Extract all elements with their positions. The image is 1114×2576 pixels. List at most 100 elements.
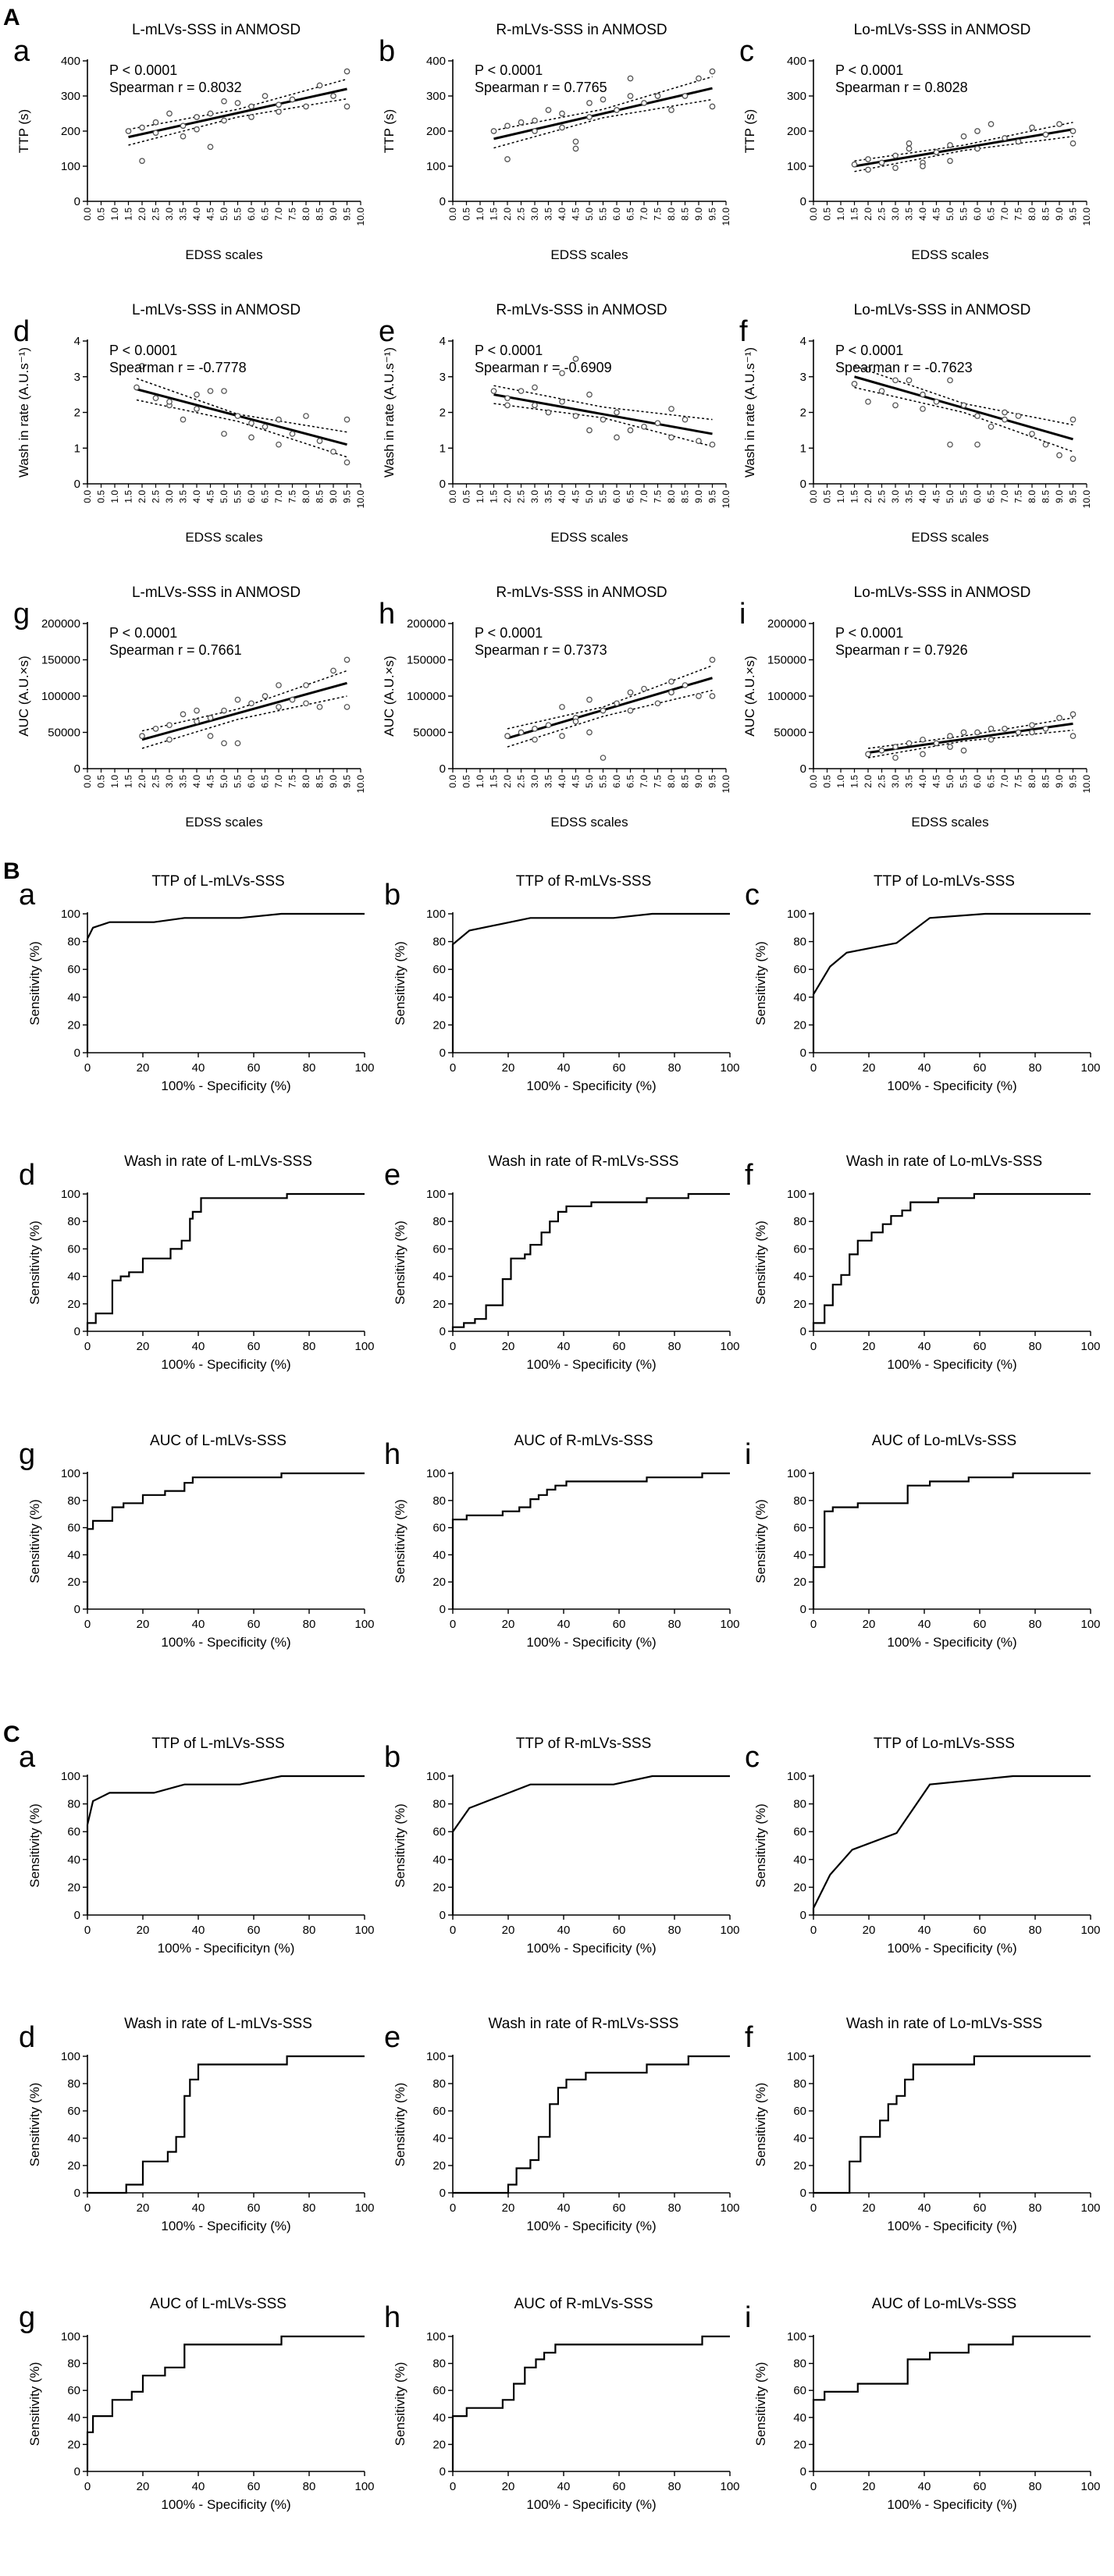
x-tick-label: 20 — [863, 1924, 876, 1937]
y-tick-label: 4 — [800, 335, 806, 348]
y-tick-label: 0 — [800, 2187, 806, 2200]
y-tick-label: 100 — [61, 2330, 80, 2343]
panel-b-f: f Wash in rate of Lo-mLVs-SSS 00 20 20 40 40 60… — [745, 1153, 1101, 1372]
x-tick-label: 4.0 — [557, 208, 568, 221]
x-tick-label: 5.0 — [945, 490, 956, 503]
x-tick-label: 60 — [613, 2201, 626, 2215]
y-tick-label: 60 — [432, 1825, 446, 1839]
data-point — [166, 398, 173, 405]
x-tick-label: 0.5 — [96, 775, 107, 788]
roc-curve — [812, 1472, 1091, 1609]
chart-title: TTP of Lo-mLVs-SSS — [874, 873, 1015, 890]
x-tick-label: 7.0 — [999, 208, 1010, 221]
data-point — [974, 729, 981, 736]
y-tick-label: 50000 — [413, 727, 446, 740]
regression-line — [493, 87, 713, 140]
y-tick-label: 300 — [61, 90, 80, 103]
x-tick-label: 100 — [354, 2480, 374, 2493]
ci-lower-line — [141, 695, 347, 749]
panel-letter: d — [13, 315, 30, 348]
y-tick-label: 60 — [432, 2105, 446, 2118]
x-tick-label: 0 — [84, 2201, 91, 2215]
x-tick-label: 2.0 — [137, 208, 148, 221]
x-tick-label: 6.5 — [260, 490, 271, 503]
panel-b-h: h AUC of R-mLVs-SSS 00 20 20 40 40 60 60 80 80 100 1… — [384, 1433, 740, 1650]
y-tick-label: 60 — [793, 2384, 806, 2397]
data-point — [532, 402, 538, 409]
data-point — [343, 704, 351, 710]
data-point — [532, 128, 538, 134]
data-point — [878, 747, 885, 754]
data-point — [343, 459, 351, 466]
y-tick-label: 0 — [74, 1603, 80, 1616]
data-point — [1002, 409, 1008, 416]
y-tick-label: 40 — [432, 1853, 446, 1867]
x-tick-label: 40 — [557, 1340, 571, 1353]
x-tick-label: 40 — [192, 1340, 205, 1353]
data-point — [668, 434, 674, 441]
x-tick-label: 8.0 — [301, 775, 311, 788]
x-tick-label: 60 — [247, 2201, 261, 2215]
data-point — [532, 725, 538, 732]
y-tick-label: 60 — [793, 963, 806, 976]
y-tick-label: 60 — [793, 1825, 806, 1839]
panel-letter: a — [19, 1741, 36, 1774]
ci-upper-line — [493, 385, 713, 421]
x-tick-label: 100 — [354, 1061, 374, 1075]
y-axis-label: Wash in rate (A.U.s⁻¹) — [742, 347, 757, 478]
data-point — [289, 431, 296, 437]
y-axis-label: Sensitivity (%) — [753, 2083, 768, 2167]
y-axis-label: TTP (s) — [742, 109, 757, 153]
panel-letter: a — [13, 35, 30, 68]
x-tick-label: 3.0 — [164, 490, 175, 503]
x-tick-label: 3.5 — [543, 208, 554, 221]
roc-curve — [86, 912, 365, 1053]
data-point — [933, 149, 940, 155]
x-tick-label: 4.0 — [191, 490, 202, 503]
panel-letter: i — [745, 2301, 751, 2334]
y-tick-label: 80 — [432, 936, 446, 949]
panel-b-b: b TTP of R-mLVs-SSS 00 20 20 40 40 60 60 80 80 100 1… — [384, 873, 740, 1093]
x-tick-label: 10.0 — [355, 775, 366, 794]
roc-curve — [453, 2055, 730, 2194]
y-axis-label: Sensitivity (%) — [393, 1499, 408, 1583]
x-tick-label: 3.5 — [178, 490, 189, 503]
x-tick-label: 20 — [137, 1061, 150, 1075]
ci-lower-line — [854, 136, 1073, 172]
x-tick-label: 100 — [720, 1618, 739, 1631]
x-tick-label: 7.0 — [999, 775, 1010, 788]
x-axis-label: 100% - Specificity (%) — [887, 1078, 1016, 1093]
data-point — [1015, 729, 1022, 736]
y-tick-label: 80 — [432, 1798, 446, 1811]
y-tick-label: 400 — [787, 55, 806, 68]
data-point — [974, 413, 981, 419]
y-tick-label: 80 — [67, 1494, 80, 1508]
data-point — [139, 733, 145, 740]
x-tick-label: 7.5 — [287, 490, 298, 503]
x-tick-label: 40 — [192, 2201, 205, 2215]
y-tick-label: 0 — [800, 2465, 806, 2478]
p-value-label: P < 0.0001 — [109, 625, 177, 641]
data-point — [709, 103, 716, 110]
y-tick-label: 100 — [426, 2330, 446, 2343]
x-tick-label: 3.0 — [890, 775, 901, 788]
x-tick-label: 80 — [1029, 1340, 1042, 1353]
x-tick-label: 2.5 — [877, 208, 888, 221]
chart-title: AUC of R-mLVs-SSS — [514, 2296, 653, 2312]
data-point — [262, 693, 269, 699]
x-tick-label: 6.5 — [986, 208, 997, 221]
x-axis-label: EDSS scales — [911, 530, 988, 545]
x-tick-label: 2.0 — [502, 775, 513, 788]
data-point — [600, 707, 607, 714]
ci-upper-line — [507, 665, 713, 730]
y-tick-label: 40 — [67, 1548, 80, 1562]
x-tick-label: 0 — [450, 1061, 456, 1075]
x-tick-label: 8.5 — [315, 775, 326, 788]
spearman-label: Spearman r = -0.6909 — [475, 360, 612, 375]
x-tick-label: 20 — [502, 1618, 515, 1631]
y-tick-label: 3 — [74, 371, 80, 384]
data-point — [559, 124, 565, 131]
x-tick-label: 0.5 — [822, 775, 833, 788]
data-point — [1070, 456, 1077, 462]
ci-upper-line — [854, 365, 1073, 426]
